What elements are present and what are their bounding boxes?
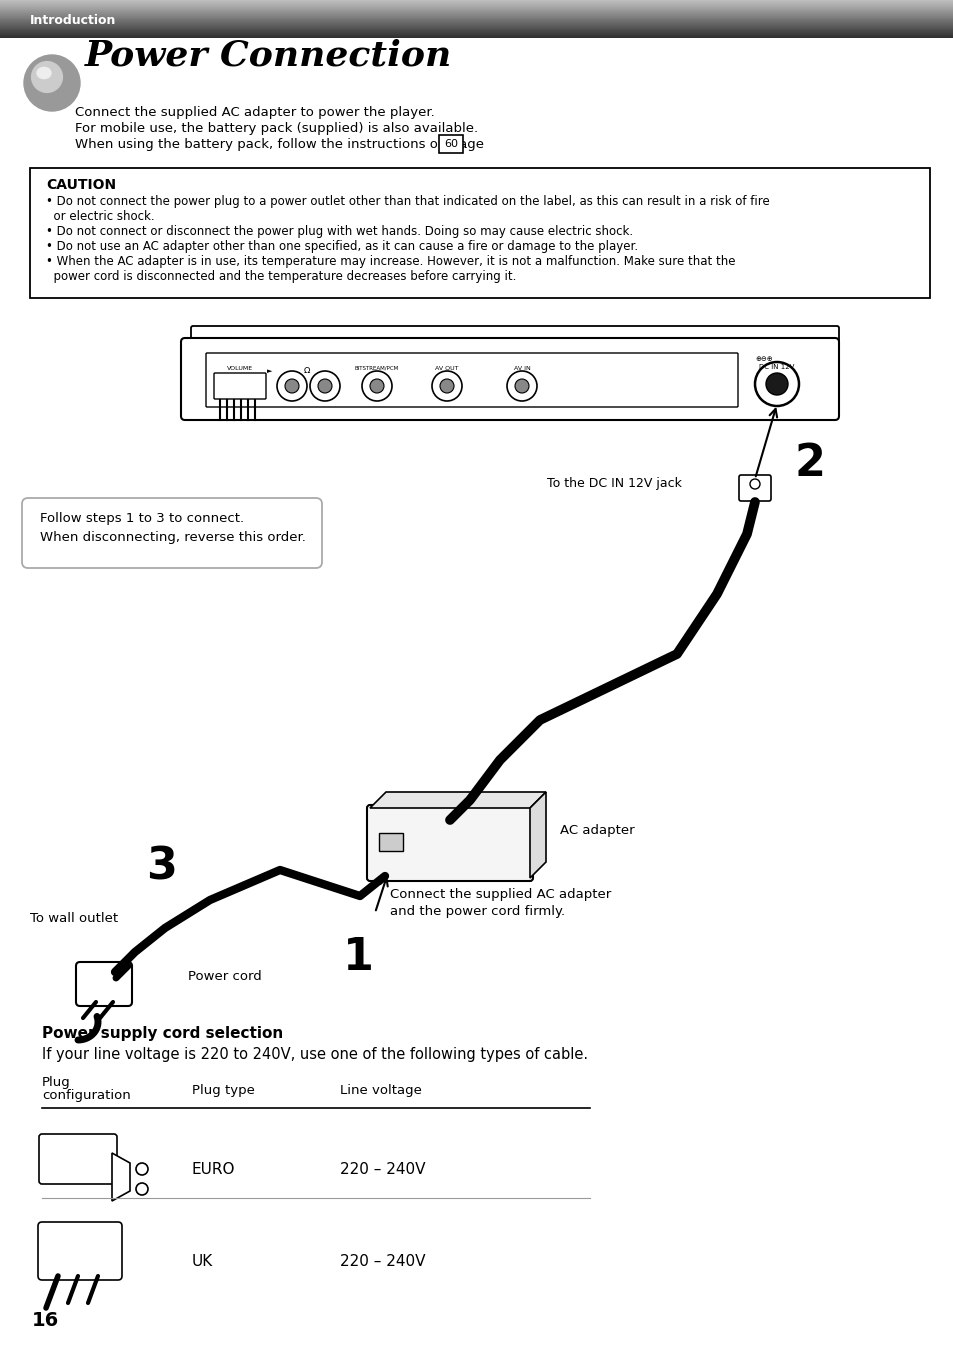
Text: AV IN: AV IN [513, 366, 530, 371]
Text: Connect the supplied AC adapter to power the player.: Connect the supplied AC adapter to power… [75, 106, 435, 118]
Text: ►: ► [267, 367, 273, 374]
Text: configuration: configuration [42, 1089, 131, 1102]
Text: Follow steps 1 to 3 to connect.
When disconnecting, reverse this order.: Follow steps 1 to 3 to connect. When dis… [40, 511, 306, 544]
Circle shape [361, 371, 392, 401]
Text: VOLUME: VOLUME [227, 366, 253, 371]
Text: To the DC IN 12V jack: To the DC IN 12V jack [546, 478, 681, 490]
Polygon shape [370, 791, 545, 808]
FancyBboxPatch shape [39, 1133, 117, 1184]
FancyBboxPatch shape [213, 373, 266, 398]
Text: and the power cord firmly.: and the power cord firmly. [390, 905, 564, 918]
Text: Plug type: Plug type [192, 1084, 254, 1097]
Text: To wall outlet: To wall outlet [30, 913, 118, 925]
Circle shape [765, 373, 787, 394]
FancyBboxPatch shape [739, 475, 770, 501]
Circle shape [276, 371, 307, 401]
Circle shape [370, 380, 384, 393]
FancyBboxPatch shape [30, 168, 929, 297]
Circle shape [136, 1183, 148, 1195]
Circle shape [136, 1163, 148, 1175]
FancyBboxPatch shape [181, 338, 838, 420]
Circle shape [432, 371, 461, 401]
Circle shape [317, 380, 332, 393]
Text: .: . [463, 139, 468, 151]
Text: • Do not use an AC adapter other than one specified, as it can cause a fire or d: • Do not use an AC adapter other than on… [46, 240, 638, 253]
Text: • When the AC adapter is in use, its temperature may increase. However, it is no: • When the AC adapter is in use, its tem… [46, 254, 735, 268]
Polygon shape [112, 1154, 130, 1201]
Circle shape [506, 371, 537, 401]
Text: Power cord: Power cord [188, 970, 261, 983]
Text: • Do not connect or disconnect the power plug with wet hands. Doing so may cause: • Do not connect or disconnect the power… [46, 225, 633, 238]
FancyBboxPatch shape [76, 962, 132, 1005]
FancyBboxPatch shape [367, 805, 533, 882]
Text: DC IN 12V: DC IN 12V [759, 363, 794, 370]
Text: 220 – 240V: 220 – 240V [339, 1254, 425, 1269]
Text: 16: 16 [32, 1311, 59, 1330]
FancyBboxPatch shape [438, 135, 462, 153]
FancyBboxPatch shape [38, 1222, 122, 1280]
Circle shape [285, 380, 298, 393]
Text: ⊕⊖⊕: ⊕⊖⊕ [754, 355, 772, 362]
Text: Power supply cord selection: Power supply cord selection [42, 1026, 283, 1040]
Text: BITSTREAM/PCM: BITSTREAM/PCM [355, 366, 398, 371]
Text: Connect the supplied AC adapter: Connect the supplied AC adapter [390, 888, 611, 900]
Text: power cord is disconnected and the temperature decreases before carrying it.: power cord is disconnected and the tempe… [46, 271, 516, 283]
Ellipse shape [31, 62, 62, 93]
Text: CAUTION: CAUTION [46, 178, 116, 192]
Text: When using the battery pack, follow the instructions on page: When using the battery pack, follow the … [75, 139, 483, 151]
Text: 3: 3 [147, 847, 177, 888]
Text: Plug: Plug [42, 1075, 71, 1089]
Text: Line voltage: Line voltage [339, 1084, 421, 1097]
Ellipse shape [37, 67, 51, 78]
FancyBboxPatch shape [22, 498, 322, 568]
Text: For mobile use, the battery pack (supplied) is also available.: For mobile use, the battery pack (suppli… [75, 122, 477, 135]
Circle shape [310, 371, 339, 401]
Circle shape [515, 380, 529, 393]
Text: UK: UK [192, 1254, 213, 1269]
FancyBboxPatch shape [378, 833, 402, 851]
Text: or electric shock.: or electric shock. [46, 210, 154, 223]
Circle shape [754, 362, 799, 406]
Text: 220 – 240V: 220 – 240V [339, 1162, 425, 1176]
Text: Power Connection: Power Connection [85, 39, 452, 73]
Text: Ω: Ω [303, 366, 310, 376]
Text: 1: 1 [342, 935, 374, 979]
FancyBboxPatch shape [191, 326, 838, 345]
Text: Introduction: Introduction [30, 15, 116, 27]
Text: 60: 60 [443, 139, 457, 149]
Text: If your line voltage is 220 to 240V, use one of the following types of cable.: If your line voltage is 220 to 240V, use… [42, 1047, 587, 1062]
Text: AV OUT: AV OUT [435, 366, 458, 371]
Text: AC adapter: AC adapter [559, 824, 634, 837]
Text: • Do not connect the power plug to a power outlet other than that indicated on t: • Do not connect the power plug to a pow… [46, 195, 769, 209]
Polygon shape [530, 791, 545, 878]
Circle shape [749, 479, 760, 489]
Ellipse shape [24, 55, 80, 110]
Circle shape [439, 380, 454, 393]
FancyBboxPatch shape [206, 353, 738, 406]
Text: 2: 2 [794, 441, 825, 485]
Text: EURO: EURO [192, 1162, 235, 1176]
